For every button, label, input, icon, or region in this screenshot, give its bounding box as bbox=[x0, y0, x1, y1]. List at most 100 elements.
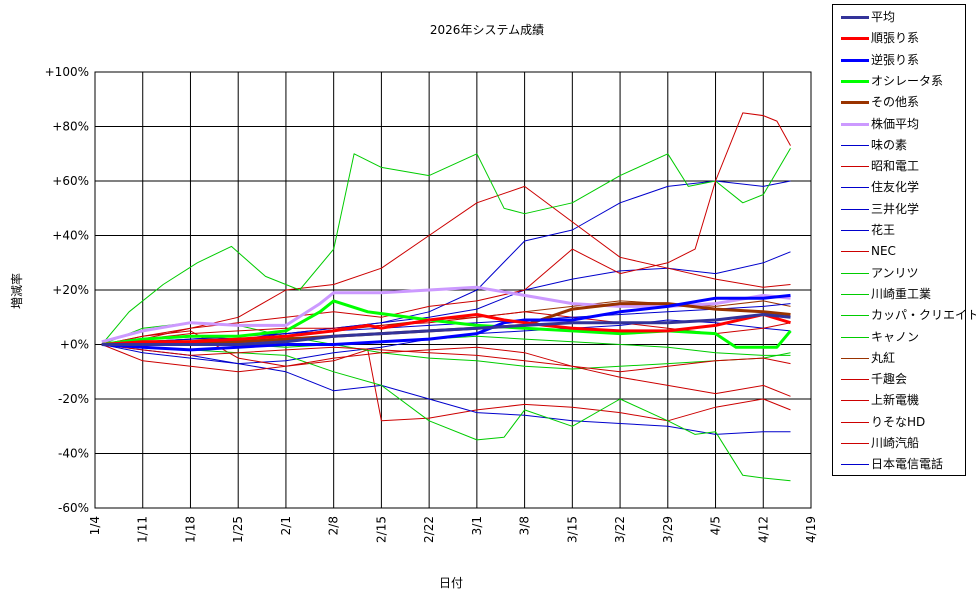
legend-item: カッパ・クリエイト bbox=[833, 306, 976, 326]
x-tick-label: 2/22 bbox=[422, 516, 436, 543]
legend-item: 平均 bbox=[833, 8, 967, 28]
x-tick-label: 4/12 bbox=[756, 516, 770, 543]
y-tick-label: -40% bbox=[58, 447, 89, 461]
legend-item: 住友化学 bbox=[833, 178, 967, 198]
legend-swatch bbox=[841, 37, 869, 41]
legend-item: 三井化学 bbox=[833, 200, 967, 220]
legend-label: 三井化学 bbox=[871, 201, 920, 216]
legend-item: 逆張り系 bbox=[833, 51, 967, 71]
legend-swatch bbox=[841, 101, 869, 105]
x-axis-ticks: 1/4 1/11 1/18 1/25 2/1 2/8 2/15 2/22 3/1 3/8 3/15 3… bbox=[88, 516, 818, 543]
legend-item: 株価平均 bbox=[833, 115, 967, 135]
x-tick-label: 2/15 bbox=[374, 516, 388, 543]
legend-swatch bbox=[841, 16, 869, 19]
legend: 平均順張り系逆張り系オシレータ系 その他系株価平均味の素昭和電工住友化学三井化学花… bbox=[832, 4, 976, 476]
legend-label: 千趣会 bbox=[871, 372, 908, 387]
legend-item: 昭和電工 bbox=[833, 157, 967, 177]
legend-label: 花王 bbox=[871, 223, 896, 237]
legend-label: 川崎重工業 bbox=[871, 286, 932, 301]
legend-swatch bbox=[841, 58, 869, 62]
legend-swatch bbox=[841, 187, 869, 189]
legend-item: 川崎汽船 bbox=[833, 434, 967, 454]
legend-label: 日本電信電話 bbox=[871, 457, 944, 472]
series-line-18 bbox=[101, 344, 791, 397]
y-tick-label: +100% bbox=[45, 65, 89, 79]
legend-label: アンリツ bbox=[871, 265, 919, 280]
y-axis-label: 増減率 bbox=[9, 273, 24, 309]
legend-swatch bbox=[841, 421, 869, 423]
legend-label: 丸紅 bbox=[871, 350, 896, 365]
x-tick-label: 3/22 bbox=[613, 516, 627, 543]
legend-item: りそなHD bbox=[833, 413, 967, 433]
legend-label: NEC bbox=[871, 244, 896, 259]
legend-swatch bbox=[841, 315, 869, 317]
legend-swatch bbox=[841, 272, 869, 274]
series-line-9 bbox=[101, 180, 791, 345]
legend-label: 平均 bbox=[871, 10, 896, 24]
series-line-3 bbox=[101, 293, 791, 352]
legend-swatch bbox=[841, 293, 869, 295]
legend-item: オシレータ系 bbox=[833, 72, 967, 92]
x-tick-label: 2/1 bbox=[279, 516, 293, 535]
legend-label: 順張り系 bbox=[871, 31, 920, 46]
legend-swatch bbox=[841, 357, 869, 359]
x-axis-label: 日付 bbox=[439, 576, 463, 590]
y-tick-label: +80% bbox=[52, 120, 89, 134]
legend-label: 株価平均 bbox=[871, 116, 920, 131]
legend-item: 千趣会 bbox=[833, 370, 967, 390]
y-tick-label: -20% bbox=[58, 392, 89, 406]
legend-label: キャノン bbox=[871, 329, 920, 344]
x-tick-label: 3/8 bbox=[518, 516, 532, 535]
legend-label: 住友化学 bbox=[871, 180, 920, 195]
x-tick-label: 3/15 bbox=[565, 516, 579, 543]
series-line-21 bbox=[101, 344, 791, 373]
legend-label: 上新電機 bbox=[871, 393, 920, 408]
legend-item: 花王 bbox=[833, 221, 967, 241]
y-tick-label: +60% bbox=[52, 174, 89, 188]
y-tick-label: +0% bbox=[60, 338, 89, 352]
x-tick-label: 1/18 bbox=[183, 516, 197, 543]
legend-swatch bbox=[841, 400, 869, 402]
legend-swatch bbox=[841, 166, 869, 168]
legend-label: 味の素 bbox=[871, 137, 908, 152]
x-tick-label: 1/11 bbox=[136, 516, 150, 543]
legend-swatch bbox=[841, 144, 869, 146]
series-line-14 bbox=[101, 148, 791, 345]
legend-item: アンリツ bbox=[833, 264, 967, 284]
legend-item: その他系 bbox=[833, 93, 967, 113]
legend-swatch bbox=[841, 122, 869, 126]
series-line-10 bbox=[101, 344, 791, 435]
legend-label: カッパ・クリエイト bbox=[871, 308, 976, 323]
legend-item: 日本電信電話 bbox=[833, 455, 967, 475]
x-tick-label: 4/19 bbox=[804, 516, 818, 543]
legend-swatch bbox=[841, 208, 869, 210]
legend-item: 上新電機 bbox=[833, 391, 967, 411]
legend-label: オシレータ系 bbox=[871, 73, 944, 88]
legend-item: キャノン bbox=[833, 328, 967, 348]
series-line-19 bbox=[101, 112, 791, 345]
legend-swatch bbox=[841, 230, 869, 231]
legend-label: 逆張り系 bbox=[871, 52, 920, 67]
x-tick-label: 1/25 bbox=[231, 516, 245, 543]
series-line-15 bbox=[101, 344, 791, 482]
x-tick-label: 4/5 bbox=[709, 516, 723, 535]
legend-swatch bbox=[841, 464, 869, 466]
legend-label: りそなHD bbox=[871, 414, 926, 429]
legend-swatch bbox=[841, 336, 869, 338]
legend-swatch bbox=[841, 79, 869, 83]
x-tick-label: 2/8 bbox=[327, 516, 341, 535]
legend-label: その他系 bbox=[871, 95, 920, 110]
x-tick-label: 1/4 bbox=[88, 516, 102, 535]
y-axis-ticks: -60% -40% -20% +0% +20% +40% +60% +80% +100% bbox=[45, 65, 89, 515]
x-tick-label: 3/29 bbox=[661, 516, 675, 543]
y-tick-label: +20% bbox=[52, 283, 89, 297]
legend-swatch bbox=[841, 251, 869, 253]
legend-item: NEC bbox=[833, 242, 967, 262]
legend-label: 川崎汽船 bbox=[871, 436, 920, 450]
legend-item: 川崎重工業 bbox=[833, 285, 967, 305]
plot-frame bbox=[94, 71, 812, 509]
legend-item: 丸紅 bbox=[833, 349, 967, 369]
legend-item: 順張り系 bbox=[833, 29, 967, 49]
series-layer bbox=[101, 112, 792, 482]
